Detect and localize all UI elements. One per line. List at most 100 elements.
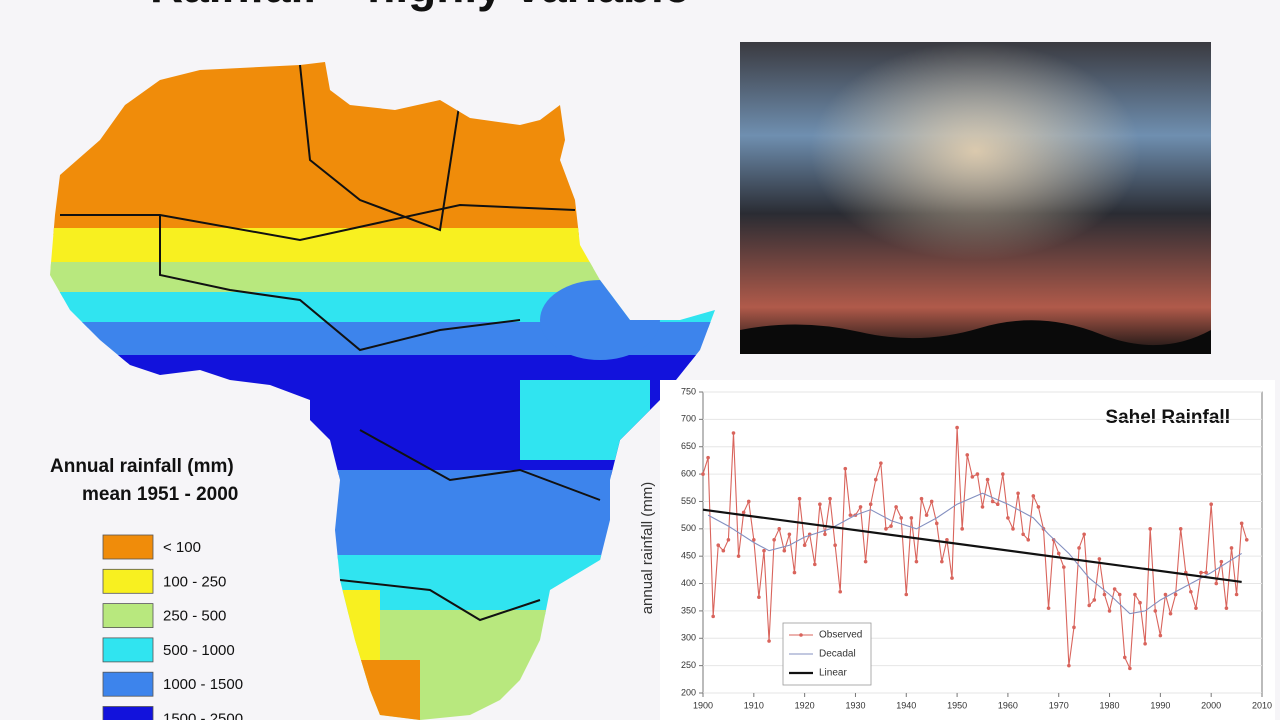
data-point [818,502,822,506]
data-point [1046,606,1051,610]
y-axis-label: annual rainfall (mm) [639,482,656,615]
data-point [1031,494,1036,498]
data-point [863,559,868,564]
data-point [792,570,797,575]
map-legend: < 100 100 - 250 250 - 500 500 - 1000 1000 - … [102,534,243,720]
data-point [1067,663,1071,668]
data-point [1239,521,1244,526]
data-point [1204,570,1208,575]
data-point [914,559,919,564]
data-point [752,537,756,542]
data-point [1112,587,1117,591]
y-tick-label: 650 [681,441,696,451]
x-tick-label: 1980 [1100,700,1120,710]
x-tick-label: 1970 [1049,700,1069,710]
legend-label: Decadal [819,649,856,660]
data-point [1148,527,1152,531]
data-point [802,543,807,548]
data-point [782,548,787,553]
data-point [1087,603,1092,608]
legend-swatch [102,706,154,720]
data-point [909,516,914,520]
chart-title: Sahel Rainfall [1105,407,1230,428]
data-point [924,513,929,517]
data-point [1092,598,1097,602]
data-point [945,537,949,542]
data-point [813,562,817,567]
data-point [879,461,883,465]
series-line [702,427,1248,669]
storm-photo [740,42,1211,354]
slide-title: Rainfall – highly variable [150,0,689,12]
data-point [940,559,944,564]
data-point [1143,641,1147,646]
data-point [1133,592,1137,597]
data-point [797,496,802,501]
data-point [1107,609,1112,613]
data-point [843,466,848,471]
chart: 200 250 300 350 400 450 500 550 600 650 700 750 1900… [681,386,1272,710]
data-point [731,431,736,435]
data-point [1173,592,1178,597]
data-point [741,510,746,515]
data-point [1168,611,1173,616]
y-tick-label: 550 [681,496,696,506]
data-point [1016,491,1020,496]
data-point [736,554,741,558]
data-point [1082,532,1086,537]
data-point [828,496,832,501]
legend-swatch [102,534,154,560]
data-point [975,472,980,476]
data-point [1006,516,1010,520]
data-point [838,589,843,594]
data-point [868,502,873,506]
data-point [1153,609,1158,613]
legend-swatch [102,637,154,663]
data-point [1209,502,1213,506]
data-point [995,502,1000,506]
data-point [1229,546,1234,550]
x-tick-label: 1900 [693,700,713,710]
data-point [1077,546,1081,550]
data-point [934,521,939,526]
data-point [1163,592,1168,597]
y-tick-label: 350 [681,605,696,615]
map-legend-subtitle: mean 1951 - 2000 [82,484,238,505]
data-point [1072,625,1076,630]
legend-label: Observed [819,630,862,641]
data-point [1194,606,1198,610]
data-point [767,639,771,643]
data-point [823,532,827,537]
data-point [1234,592,1239,597]
data-point [848,513,853,517]
data-point [1001,472,1005,476]
data-point [990,499,995,504]
data-point [929,499,934,504]
data-point [1199,570,1203,575]
data-point [1219,559,1224,564]
y-tick-label: 750 [681,386,696,396]
data-point [1036,505,1041,509]
data-point [1021,532,1025,537]
legend-label: 500 - 1000 [163,642,235,659]
x-tick-label: 1950 [947,700,967,710]
legend-swatch [102,671,154,697]
data-point [711,614,715,619]
data-point [721,548,726,553]
series-line [702,508,1242,583]
legend-label: 100 - 250 [163,573,226,590]
data-point [1178,527,1183,531]
y-tick-label: 500 [681,523,696,533]
y-tick-label: 200 [681,687,696,697]
data-point [1189,589,1193,594]
x-tick-label: 1930 [845,700,865,710]
series-line [707,492,1242,615]
data-point [787,532,792,537]
legend-label: < 100 [163,539,201,556]
legend-label: 250 - 500 [163,608,226,625]
data-point [777,527,782,531]
data-point [1011,527,1015,531]
x-tick-label: 1960 [998,700,1018,710]
x-tick-label: 1920 [795,700,815,710]
data-point [746,499,751,504]
